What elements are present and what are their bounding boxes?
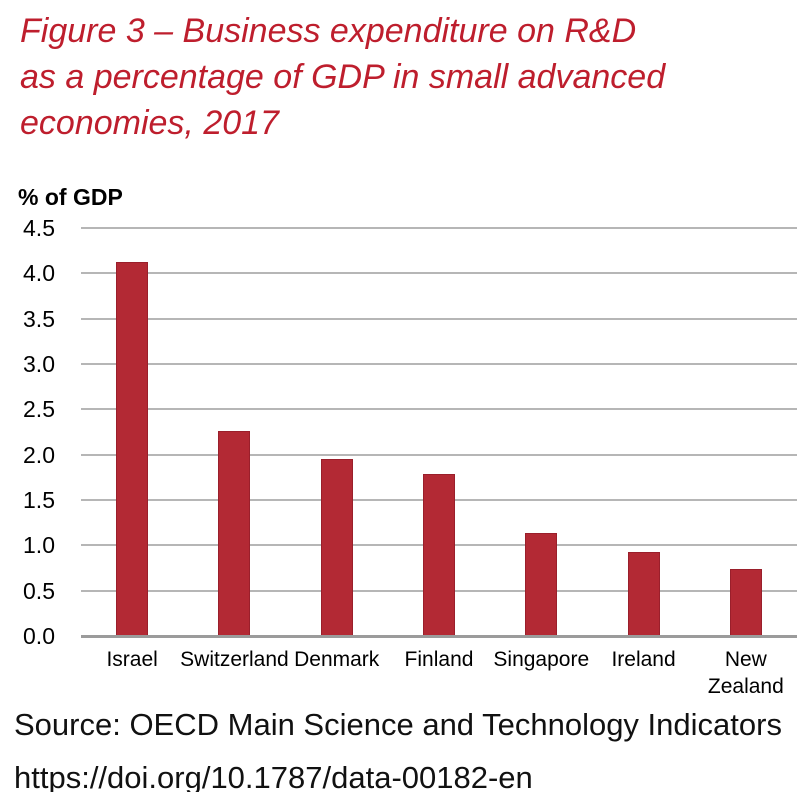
source-text: Source: OECD Main Science and Technology… (14, 707, 782, 742)
source-block: Source: OECD Main Science and Technology… (14, 698, 782, 792)
gridline (81, 272, 797, 275)
x-axis-line (81, 635, 797, 638)
y-tick-label: 3.0 (23, 351, 55, 377)
gridline (81, 227, 797, 229)
gridline (81, 363, 797, 365)
bar-switzerland (218, 431, 251, 636)
gridline (81, 408, 797, 411)
x-category-label: Israel (106, 648, 158, 671)
y-tick-label: 2.0 (23, 441, 55, 468)
x-category-label: Switzerland (180, 648, 289, 671)
gridline (81, 317, 797, 320)
bar-israel (116, 261, 149, 636)
y-axis-label: % of GDP (18, 184, 123, 210)
y-tick-label: 1.5 (23, 487, 55, 513)
bar-new-zealand (729, 568, 762, 636)
x-category-label: Singapore (493, 648, 590, 671)
x-category-label: Finland (404, 648, 474, 671)
figure-title-line-2: as a percentage of GDP in small advanced (20, 58, 666, 96)
y-tick-label: 2.5 (23, 396, 55, 423)
figure-title: Figure 3 – Business expenditure on R&D a… (20, 8, 665, 146)
figure-title-line-3: economies, 2017 (20, 104, 279, 142)
y-tick-label: 0.0 (23, 623, 55, 649)
y-tick-label: 4.0 (23, 260, 55, 287)
y-tick-label: 4.5 (23, 215, 55, 241)
bar-finland (423, 473, 455, 636)
bar-denmark (320, 459, 353, 636)
x-category-label: Ireland (611, 648, 676, 671)
bar-singapore (525, 532, 558, 636)
y-tick-label: 1.0 (23, 532, 55, 559)
x-category-label: Denmark (294, 648, 380, 671)
gridline (81, 453, 797, 456)
y-tick-label: 3.5 (23, 305, 55, 332)
bar-ireland (627, 551, 660, 636)
figure-title-line-1: Figure 3 – Business expenditure on R&D (20, 12, 637, 50)
y-tick-label: 0.5 (23, 577, 55, 604)
x-category-label: New Zealand (707, 648, 784, 698)
source-doi-link[interactable]: https://doi.org/10.1787/data-00182-en (14, 760, 533, 792)
